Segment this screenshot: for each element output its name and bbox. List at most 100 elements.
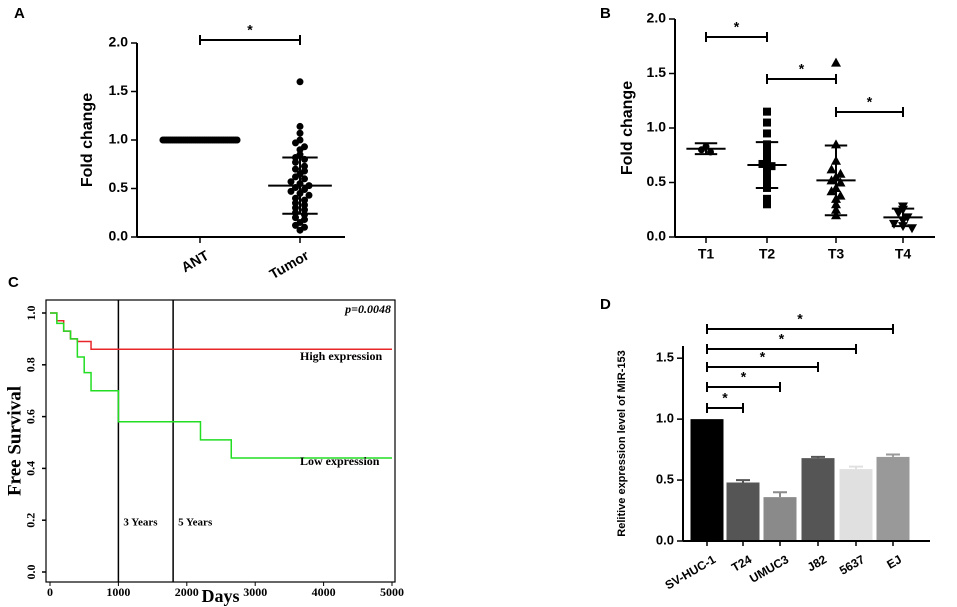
significance-label: * xyxy=(867,94,873,110)
data-point xyxy=(296,151,304,159)
significance-label: * xyxy=(247,22,253,38)
data-point xyxy=(292,194,299,202)
x-tick-label: 3000 xyxy=(243,585,267,599)
bar xyxy=(801,458,835,541)
y-tick-label: 0.2 xyxy=(24,513,38,528)
y-tick-label: 0.5 xyxy=(647,173,667,189)
y-tick-label: 1.0 xyxy=(656,411,674,426)
data-point xyxy=(301,143,308,151)
data-point xyxy=(758,159,767,168)
data-point xyxy=(835,177,846,187)
y-tick-label: 0.5 xyxy=(656,472,674,487)
significance-bracket xyxy=(766,74,837,84)
data-point xyxy=(301,167,308,175)
reference-label: 5 Years xyxy=(178,517,213,529)
x-tick-label: J82 xyxy=(805,552,830,574)
y-tick-label: 0.6 xyxy=(24,409,38,424)
data-point xyxy=(292,165,299,173)
x-tick-label: SV-HUC-1 xyxy=(663,552,719,592)
y-tick-label: 1.0 xyxy=(647,119,667,135)
data-point xyxy=(292,204,299,212)
data-point xyxy=(767,162,776,171)
y-tick-label: 0.0 xyxy=(656,532,674,547)
significance-label: * xyxy=(741,369,747,385)
bar xyxy=(726,482,760,541)
plot-frame xyxy=(45,299,396,583)
significance-label: * xyxy=(722,390,728,406)
bar xyxy=(763,497,797,541)
data-point xyxy=(763,118,771,127)
x-tick-label: T2 xyxy=(759,246,776,262)
y-tick-label: 0.5 xyxy=(109,179,129,195)
data-point xyxy=(898,202,908,212)
survival-line xyxy=(50,312,392,351)
error-bar xyxy=(694,142,718,156)
data-point xyxy=(301,223,308,231)
significance-bracket xyxy=(706,324,894,334)
survival-line xyxy=(50,312,392,459)
y-axis-label: Fold change xyxy=(619,81,636,175)
reference-label: 3 Years xyxy=(123,517,158,529)
x-tick-label: T1 xyxy=(698,246,715,262)
data-point xyxy=(233,136,241,144)
y-tick-label: 0.0 xyxy=(24,565,38,580)
y-tick-label: 1.5 xyxy=(109,82,129,98)
y-axis-label: Free Survival xyxy=(4,386,25,496)
significance-label: * xyxy=(797,311,803,327)
y-tick-label: 0.4 xyxy=(24,461,38,476)
data-point xyxy=(893,209,904,219)
data-point xyxy=(292,158,299,166)
significance-label: * xyxy=(779,331,785,347)
x-tick-label: 2000 xyxy=(175,585,199,599)
data-point xyxy=(835,168,846,178)
y-tick-label: 1.0 xyxy=(24,306,38,321)
series-label: High expression xyxy=(300,349,382,363)
x-tick-label: 0 xyxy=(47,585,53,599)
significance-bracket xyxy=(706,344,857,354)
panel-label: A xyxy=(14,5,25,22)
series-label: Low expression xyxy=(300,454,380,468)
data-point xyxy=(763,129,771,138)
x-tick-label: 5637 xyxy=(837,552,867,578)
annotation: p=0.0048 xyxy=(344,302,391,316)
significance-label: * xyxy=(760,349,766,365)
data-point xyxy=(292,214,299,222)
data-point xyxy=(301,175,308,183)
error-bar xyxy=(886,453,900,457)
data-point xyxy=(763,194,771,203)
data-point xyxy=(287,178,295,186)
data-point xyxy=(826,164,837,174)
data-point xyxy=(835,190,846,200)
significance-bracket xyxy=(706,403,744,413)
y-tick-label: 1.0 xyxy=(109,131,129,147)
data-point xyxy=(826,186,837,196)
data-point xyxy=(296,129,304,137)
x-tick-label: T4 xyxy=(895,246,912,262)
error-bar xyxy=(849,465,863,470)
data-point xyxy=(292,199,299,207)
data-point xyxy=(301,201,308,209)
significance-label: * xyxy=(734,19,740,35)
data-point xyxy=(763,107,771,116)
data-point xyxy=(301,216,308,224)
significance-bracket xyxy=(835,107,904,117)
data-point xyxy=(763,200,771,209)
data-point xyxy=(301,206,308,214)
significance-bracket xyxy=(199,35,301,45)
x-tick-label: T3 xyxy=(828,246,845,262)
y-tick-label: 2.0 xyxy=(647,10,667,26)
bar xyxy=(690,419,724,541)
data-point xyxy=(301,196,308,204)
data-point xyxy=(296,136,304,144)
x-tick-label: ANT xyxy=(178,247,211,275)
x-tick-label: Tumor xyxy=(267,247,312,282)
x-axis-label: Days xyxy=(201,586,239,606)
data-point xyxy=(831,57,841,67)
error-bar xyxy=(824,144,848,217)
x-tick-label: 5000 xyxy=(380,585,404,599)
significance-label: * xyxy=(799,61,805,77)
error-bar xyxy=(736,479,750,483)
y-tick-label: 0.8 xyxy=(24,357,38,372)
